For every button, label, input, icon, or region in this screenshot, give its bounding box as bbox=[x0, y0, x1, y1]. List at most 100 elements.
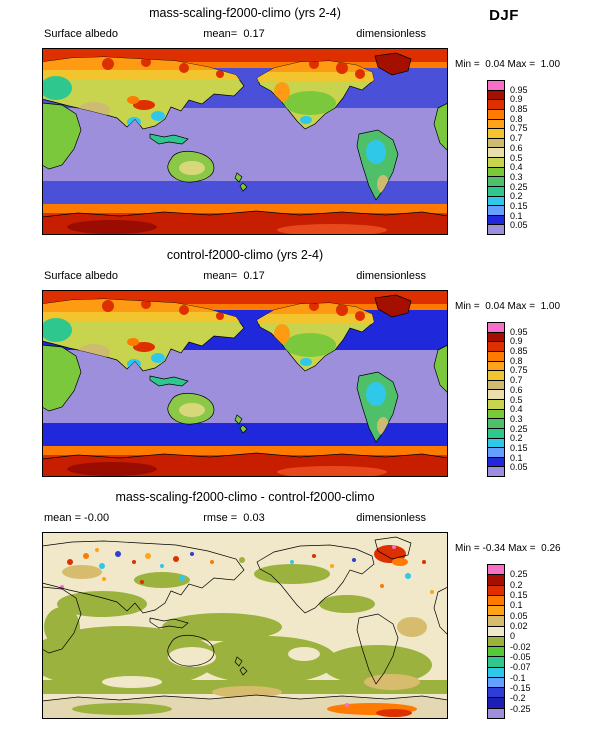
map-frame bbox=[42, 290, 448, 477]
panel-title: control-f2000-climo (yrs 2-4) bbox=[166, 248, 324, 262]
colorbar-tick-label: 0.1 bbox=[510, 452, 523, 463]
colorbar-swatch bbox=[488, 708, 504, 718]
colorbar: 0.95 0.9 0.85 0.8 0.75 0.7 0.6 0.5 0.4 0.3 0.25 0.2… bbox=[487, 322, 557, 477]
colorbar: 0.95 0.9 0.85 0.8 0.75 0.7 0.6 0.5 0.4 0.3 0.25 0.2… bbox=[487, 80, 557, 235]
colorbar-swatch bbox=[488, 616, 504, 627]
colorbar-swatch bbox=[488, 167, 504, 178]
colorbar-tick-label: 0.5 bbox=[510, 152, 523, 163]
colorbar-swatch bbox=[488, 81, 504, 91]
colorbar-swatch bbox=[488, 351, 504, 362]
colorbar-swatch bbox=[488, 215, 504, 226]
colorbar-swatch bbox=[488, 448, 504, 458]
panel-title: mass-scaling-f2000-climo (yrs 2-4) bbox=[149, 6, 341, 20]
world-map-graphic bbox=[42, 532, 448, 719]
colorbar-tick-label: 0.25 bbox=[510, 423, 528, 434]
colorbar-swatch bbox=[488, 457, 504, 468]
colorbar-swatches bbox=[487, 80, 505, 235]
colorbar-swatch bbox=[488, 400, 504, 410]
albedo-map-mass-scaling bbox=[42, 48, 448, 235]
colorbar-swatch bbox=[488, 371, 504, 381]
colorbar-tick-label: 0.2 bbox=[510, 191, 523, 202]
colorbar-swatch bbox=[488, 186, 504, 197]
colorbar-swatch bbox=[488, 148, 504, 158]
variable-label: Surface albedo bbox=[44, 270, 118, 282]
colorbar-tick-label: 0.2 bbox=[510, 579, 523, 590]
colorbar-tick-label: 0.3 bbox=[510, 413, 523, 424]
colorbar-tick-label: 0.05 bbox=[510, 462, 528, 473]
stats-row: mean = -0.00 rmse = 0.03 dimensionless bbox=[42, 512, 426, 526]
colorbar-swatch bbox=[488, 565, 504, 576]
colorbar-swatches bbox=[487, 322, 505, 477]
colorbar-tick-label: 0.15 bbox=[510, 590, 528, 600]
colorbar-swatch bbox=[488, 332, 504, 343]
colorbar-tick-label: -0.2 bbox=[510, 693, 526, 704]
coastlines bbox=[42, 536, 448, 685]
colorbar-tick-label: 0.3 bbox=[510, 171, 523, 182]
colorbar-swatch bbox=[488, 575, 504, 586]
colorbar-swatch bbox=[488, 342, 504, 352]
colorbar: 0.25 0.2 0.15 0.1 0.05 0.02 0 -0.02 -0.05 -0.07 -0… bbox=[487, 564, 557, 719]
colorbar-tick-label: 0.85 bbox=[510, 104, 528, 115]
colorbar-tick-label: 0.95 bbox=[510, 84, 528, 95]
stats-row: Surface albedo mean= 0.17 dimensionless bbox=[42, 270, 426, 284]
colorbar-swatch bbox=[488, 90, 504, 101]
colorbar-swatch bbox=[488, 129, 504, 139]
colorbar-tick-label: 0.05 bbox=[510, 220, 528, 231]
colorbar-tick-label: -0.05 bbox=[510, 652, 531, 662]
colorbar-swatch bbox=[488, 626, 504, 637]
mean-label: mean= 0.17 bbox=[203, 28, 265, 40]
world-map-graphic bbox=[42, 290, 448, 477]
variable-label: Surface albedo bbox=[44, 28, 118, 40]
minmax-label: Min = -0.34 Max = 0.26 bbox=[455, 543, 561, 554]
season-label: DJF bbox=[489, 7, 519, 24]
colorbar-swatch bbox=[488, 438, 504, 449]
panel-title: mass-scaling-f2000-climo - control-f2000… bbox=[115, 490, 375, 504]
colorbar-tick-label: 0.7 bbox=[510, 133, 523, 144]
colorbar-tick-label: 0.9 bbox=[510, 336, 523, 347]
units-label: dimensionless bbox=[356, 270, 426, 282]
map-frame bbox=[42, 532, 448, 719]
colorbar-swatch bbox=[488, 206, 504, 216]
panel-difference: mass-scaling-f2000-climo - control-f2000… bbox=[0, 485, 612, 728]
positive-anomaly-regions bbox=[62, 565, 427, 698]
colorbar-tick-label: 0.15 bbox=[510, 200, 528, 211]
units-label: dimensionless bbox=[356, 28, 426, 40]
colorbar-swatch bbox=[488, 428, 504, 439]
albedo-difference-map bbox=[42, 532, 448, 719]
colorbar-swatch bbox=[488, 380, 504, 391]
colorbar-tick-label: 0.25 bbox=[510, 569, 528, 580]
colorbar-tick-label: 0.6 bbox=[510, 384, 523, 395]
colorbar-tick-label: 0.8 bbox=[510, 113, 523, 124]
colorbar-tick-label: 0.2 bbox=[510, 433, 523, 444]
colorbar-tick-label: 0.25 bbox=[510, 181, 528, 192]
panel-control: control-f2000-climo (yrs 2-4) Surface al… bbox=[0, 243, 612, 485]
units-label: dimensionless bbox=[356, 512, 426, 524]
colorbar-swatch bbox=[488, 647, 504, 658]
colorbar-swatch bbox=[488, 636, 504, 648]
mean-label: mean= 0.17 bbox=[203, 270, 265, 282]
colorbar-tick-label: 0.15 bbox=[510, 442, 528, 453]
colorbar-tick-label: -0.15 bbox=[510, 683, 531, 693]
colorbar-tick-label: 0.1 bbox=[510, 600, 523, 611]
minmax-label: Min = 0.04 Max = 1.00 bbox=[455, 59, 561, 70]
colorbar-swatch bbox=[488, 688, 504, 699]
colorbar-swatch bbox=[488, 196, 504, 207]
colorbar-swatch bbox=[488, 225, 504, 234]
colorbar-tick-label: -0.07 bbox=[510, 662, 531, 673]
colorbar-swatch bbox=[488, 119, 504, 130]
colorbar-tick-label: 0.85 bbox=[510, 346, 528, 357]
mean-label: mean = -0.00 bbox=[44, 512, 110, 524]
colorbar-swatch bbox=[488, 667, 504, 678]
colorbar-swatch bbox=[488, 698, 504, 709]
colorbar-tick-label: -0.1 bbox=[510, 672, 526, 683]
colorbar-swatches bbox=[487, 564, 505, 719]
colorbar-tick-label: -0.02 bbox=[510, 641, 531, 652]
map-frame bbox=[42, 48, 448, 235]
colorbar-tick-label: 0 bbox=[510, 631, 516, 642]
colorbar-tick-label: 0.8 bbox=[510, 355, 523, 366]
colorbar-swatch bbox=[488, 606, 504, 617]
colorbar-swatch bbox=[488, 390, 504, 400]
colorbar-tick-label: 0.1 bbox=[510, 210, 523, 221]
colorbar-swatch bbox=[488, 595, 504, 607]
colorbar-tick-label: 0.7 bbox=[510, 375, 523, 386]
